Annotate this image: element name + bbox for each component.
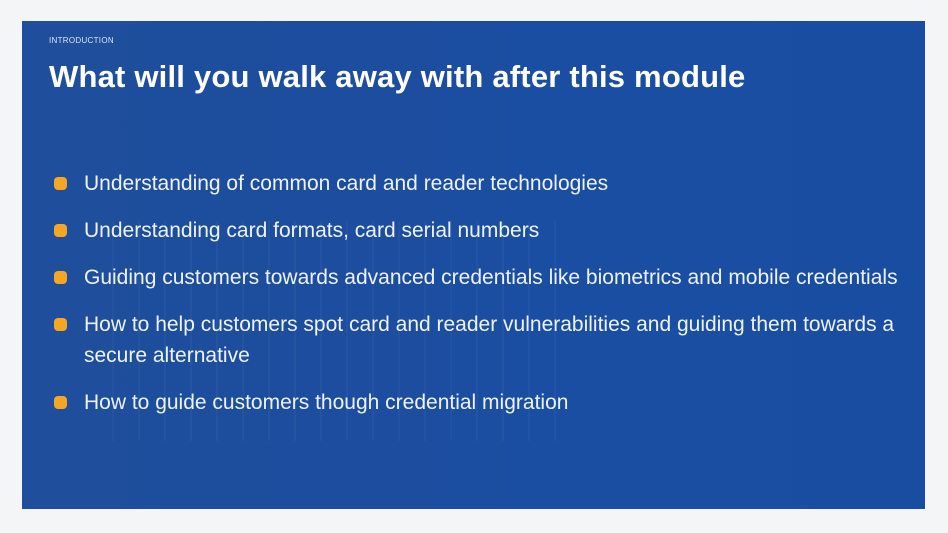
bullet-text: How to guide customers though credential…	[84, 391, 569, 414]
bullet-item: How to help customers spot card and read…	[50, 309, 910, 371]
bullet-dot-icon	[54, 271, 67, 284]
bullet-dot-icon	[54, 318, 67, 331]
bullet-text: Guiding customers towards advanced crede…	[84, 266, 898, 289]
bullet-dot-icon	[54, 224, 67, 237]
bullet-item: How to guide customers though credential…	[50, 387, 910, 418]
slide-title: What will you walk away with after this …	[49, 59, 746, 94]
bullet-item: Guiding customers towards advanced crede…	[50, 262, 910, 293]
section-label: INTRODUCTION	[49, 36, 114, 45]
bullet-item: Understanding card formats, card serial …	[50, 215, 910, 246]
bullet-dot-icon	[54, 177, 67, 190]
bullet-item: Understanding of common card and reader …	[50, 168, 910, 199]
bullet-list: Understanding of common card and reader …	[50, 168, 910, 434]
bullet-text: Understanding of common card and reader …	[84, 172, 609, 195]
bullet-text: How to help customers spot card and read…	[84, 313, 895, 367]
bullet-dot-icon	[54, 396, 67, 409]
bullet-text: Understanding card formats, card serial …	[84, 219, 540, 242]
presentation-slide: INTRODUCTION What will you walk away wit…	[22, 21, 925, 509]
